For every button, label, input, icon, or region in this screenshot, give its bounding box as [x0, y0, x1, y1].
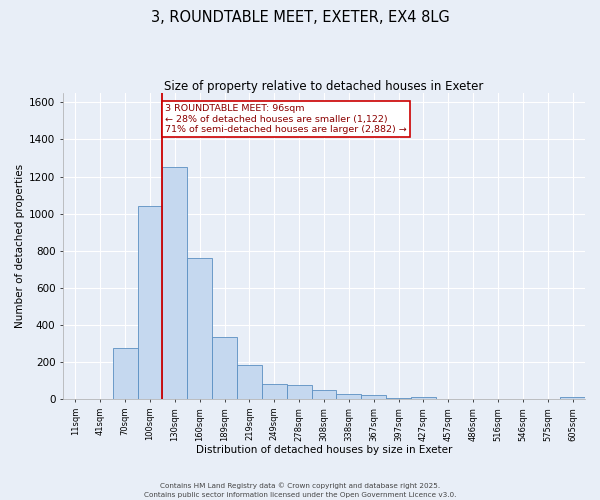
Bar: [311, 390, 337, 399]
Bar: [386, 398, 411, 399]
Bar: [287, 386, 311, 399]
Bar: [411, 397, 436, 399]
Bar: [163, 167, 187, 399]
Y-axis label: Number of detached properties: Number of detached properties: [15, 164, 25, 328]
Bar: [113, 348, 137, 399]
Bar: [262, 384, 287, 399]
Bar: [361, 396, 386, 399]
Bar: [560, 397, 585, 399]
Title: Size of property relative to detached houses in Exeter: Size of property relative to detached ho…: [164, 80, 484, 93]
Bar: [237, 365, 262, 399]
Bar: [212, 337, 237, 399]
X-axis label: Distribution of detached houses by size in Exeter: Distribution of detached houses by size …: [196, 445, 452, 455]
Bar: [137, 206, 163, 399]
Text: Contains HM Land Registry data © Crown copyright and database right 2025.: Contains HM Land Registry data © Crown c…: [160, 482, 440, 489]
Bar: [337, 394, 361, 399]
Text: 3, ROUNDTABLE MEET, EXETER, EX4 8LG: 3, ROUNDTABLE MEET, EXETER, EX4 8LG: [151, 10, 449, 25]
Bar: [187, 258, 212, 399]
Text: Contains public sector information licensed under the Open Government Licence v3: Contains public sector information licen…: [144, 492, 456, 498]
Text: 3 ROUNDTABLE MEET: 96sqm
← 28% of detached houses are smaller (1,122)
71% of sem: 3 ROUNDTABLE MEET: 96sqm ← 28% of detach…: [165, 104, 407, 134]
